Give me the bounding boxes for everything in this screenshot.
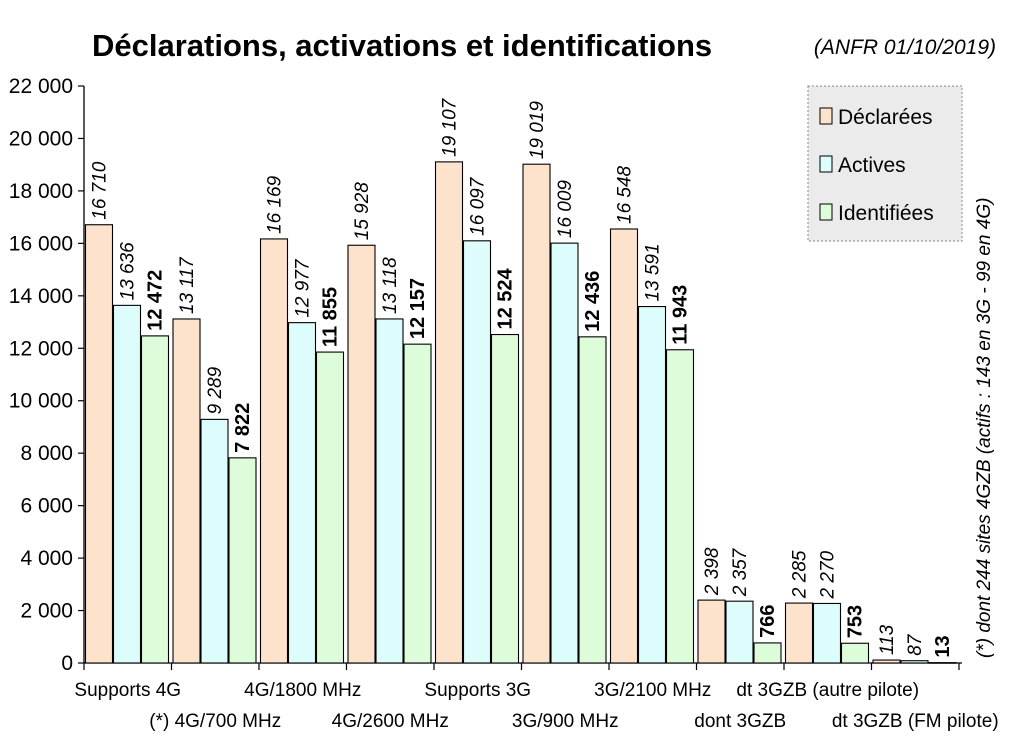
data-label: 13 118 (380, 257, 401, 314)
data-label: 16 710 (90, 161, 111, 220)
data-label: 113 (877, 624, 898, 655)
legend-box (807, 85, 963, 242)
bar (812, 602, 842, 664)
data-label: 16 548 (615, 165, 636, 224)
x-tick-label: 3G/900 MHz (512, 711, 619, 732)
bar (550, 242, 579, 664)
plot-area: 0 2 000 4 000 6 000 8 000 10 000 12 000 14 000 1… (9, 75, 999, 732)
y-tick-label: 22 000 (9, 75, 73, 98)
x-tick-label: 4G/2600 MHz (332, 711, 449, 732)
data-label: 753 (845, 605, 867, 638)
data-label: 16 169 (265, 175, 286, 234)
data-label: 2 270 (818, 550, 839, 599)
bar (200, 418, 229, 664)
x-tick-label: Supports 4G (74, 680, 181, 701)
data-label: 7 822 (232, 403, 254, 453)
bar (228, 457, 257, 664)
data-label: 12 436 (582, 271, 604, 332)
bar (609, 228, 639, 664)
data-label: 11 943 (670, 285, 692, 345)
y-tick-label: 6 000 (20, 495, 73, 518)
bar (872, 659, 901, 664)
y-tick-label: 14 000 (9, 285, 73, 308)
bar (784, 602, 814, 664)
data-label: 2 285 (790, 550, 811, 599)
data-label: 19 107 (440, 97, 461, 157)
legend-label: Identifiées (838, 202, 934, 225)
bar (522, 163, 551, 664)
data-label: 13 117 (177, 256, 198, 314)
data-label: 16 009 (555, 180, 576, 239)
data-label: 2 398 (702, 547, 723, 596)
bar (403, 343, 432, 664)
bar (84, 224, 114, 664)
y-tick-label: 4 000 (20, 547, 73, 570)
bar (172, 318, 201, 664)
bar (462, 240, 492, 664)
bar (637, 305, 667, 664)
y-tick-label: 8 000 (20, 442, 73, 465)
y-tick-label: 2 000 (20, 600, 73, 623)
bar (900, 660, 929, 664)
y-tick-label: 12 000 (9, 337, 73, 360)
x-tick-label: dt 3GZB (FM pilote) (832, 711, 999, 732)
bar (753, 642, 782, 664)
x-tick-label: dont 3GZB (694, 711, 786, 732)
data-label: 16 097 (468, 176, 489, 236)
data-label: 15 928 (352, 182, 373, 241)
data-label: 766 (757, 605, 779, 638)
bar (840, 642, 870, 664)
data-label: 9 289 (205, 366, 226, 414)
bar (490, 333, 520, 664)
data-label: 12 977 (293, 258, 314, 318)
side-note: (*) dont 244 sites 4GZB (actifs : 143 en… (974, 198, 995, 658)
data-label: 12 524 (495, 267, 517, 329)
y-tick-label: 0 (61, 652, 73, 675)
data-label: 11 855 (320, 287, 342, 347)
bar (697, 599, 726, 664)
bar (665, 349, 695, 664)
legend-swatch (819, 155, 833, 173)
chart-subtitle: (ANFR 01/10/2019) (814, 36, 996, 59)
x-tick-label: 3G/2100 MHz (594, 680, 711, 701)
bar (287, 322, 317, 664)
bar (140, 335, 170, 664)
data-label: 13 591 (643, 243, 664, 301)
y-tick-label: 16 000 (9, 232, 73, 255)
data-label: 13 636 (118, 242, 139, 301)
x-tick-label: 4G/1800 MHz (244, 680, 361, 701)
bar (347, 244, 376, 664)
data-label: 12 157 (407, 278, 429, 339)
data-label: 12 472 (145, 270, 167, 331)
legend-label: Actives (838, 154, 906, 177)
data-label: 19 019 (527, 101, 548, 160)
bar (315, 351, 345, 664)
x-tick-label: Supports 3G (424, 680, 531, 701)
data-label: 2 357 (730, 547, 751, 597)
x-tick-label: dt 3GZB (autre pilote) (736, 680, 919, 701)
chart-title: Déclarations, activations et identificat… (92, 28, 712, 63)
y-tick-label: 10 000 (9, 390, 73, 413)
data-label: 13 (932, 635, 954, 657)
legend: Déclarées Actives Identifiées (807, 85, 963, 242)
bar (578, 336, 607, 664)
legend-label: Déclarées (838, 106, 933, 129)
data-label: 87 (905, 633, 926, 656)
legend-swatch (819, 203, 833, 221)
bar (928, 662, 957, 664)
x-tick-label: (*) 4G/700 MHz (149, 711, 281, 732)
bar (725, 600, 754, 664)
legend-swatch (819, 107, 833, 125)
bar (375, 318, 404, 664)
bar (112, 304, 142, 664)
bar (434, 161, 464, 664)
y-tick-label: 18 000 (9, 180, 73, 203)
y-tick-label: 20 000 (9, 127, 73, 150)
bar (259, 238, 289, 664)
